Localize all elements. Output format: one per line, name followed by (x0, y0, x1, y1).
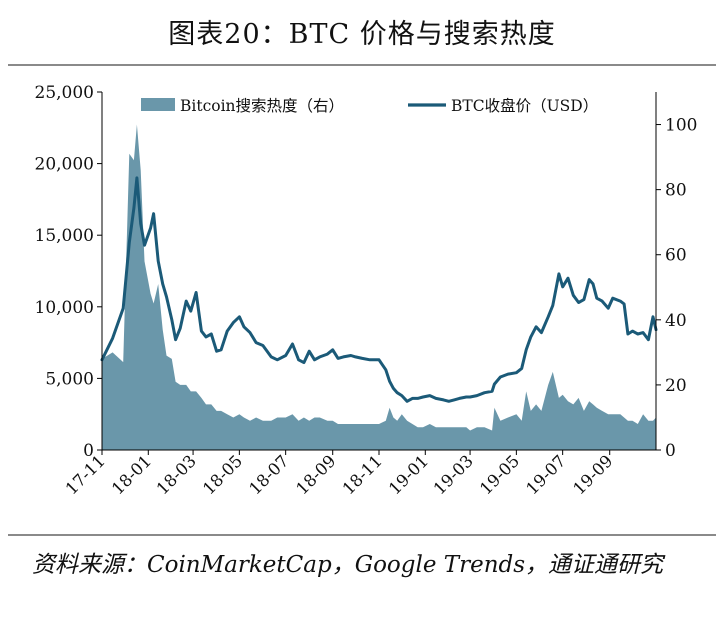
y-right-tick-label: 100 (665, 116, 697, 136)
y-right-tick-label: 0 (665, 441, 676, 461)
btc-price-line (100, 176, 658, 403)
legend-search-swatch (141, 98, 175, 111)
y-right-tick-label: 20 (665, 376, 687, 396)
x-tick-label: 18-09 (292, 451, 339, 498)
y-left-tick-label: 25,000 (35, 83, 94, 103)
x-tick-label: 19-01 (385, 451, 432, 498)
legend-price-label: BTC收盘价（USD） (451, 96, 598, 115)
x-tick-label: 19-03 (430, 451, 477, 498)
y-left-tick-label: 20,000 (35, 155, 94, 175)
y-right-tick-label: 80 (665, 181, 687, 201)
y-left-tick-label: 0 (83, 441, 94, 461)
source-divider (8, 534, 716, 536)
legend: Bitcoin搜索热度（右） BTC收盘价（USD） (141, 96, 598, 115)
chart-title: 图表20：BTC 价格与搜索热度 (168, 19, 556, 50)
x-tick-label: 18-11 (339, 451, 386, 498)
x-tick-label: 18-07 (245, 451, 292, 498)
legend-search-label: Bitcoin搜索热度（右） (180, 97, 344, 115)
y-left-tick-label: 10,000 (35, 298, 94, 318)
x-tick-label: 18-03 (153, 451, 200, 498)
x-tick-label: 19-07 (522, 451, 569, 498)
y-left-tick-label: 5,000 (45, 369, 94, 389)
x-tick-label: 18-01 (108, 451, 155, 498)
chart: 0 5,000 10,000 15,000 20,000 25,000 0 20 40 60 80 1… (35, 83, 698, 498)
x-tick-label: 19-09 (569, 451, 616, 498)
y-right-tick-label: 60 (665, 246, 687, 266)
search-interest-area (102, 124, 656, 450)
source-note: 资料来源：CoinMarketCap，Google Trends，通证通研究 (32, 552, 664, 578)
y-right-tick-label: 40 (665, 311, 687, 331)
x-tick-label: 18-05 (199, 451, 246, 498)
x-tick-label: 19-05 (476, 451, 523, 498)
plot-layer (100, 124, 658, 450)
y-left-tick-label: 15,000 (35, 226, 94, 246)
title-divider (8, 64, 716, 66)
